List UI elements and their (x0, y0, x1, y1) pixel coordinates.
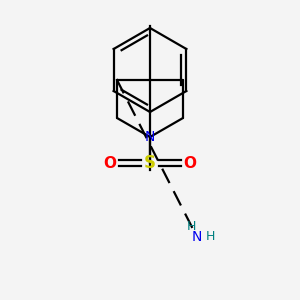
Text: O: O (103, 155, 116, 170)
Text: N: N (145, 130, 155, 144)
Text: H: H (205, 230, 215, 244)
Text: H: H (186, 220, 196, 232)
Text: S: S (144, 154, 156, 172)
Text: N: N (192, 230, 202, 244)
Text: O: O (184, 155, 196, 170)
